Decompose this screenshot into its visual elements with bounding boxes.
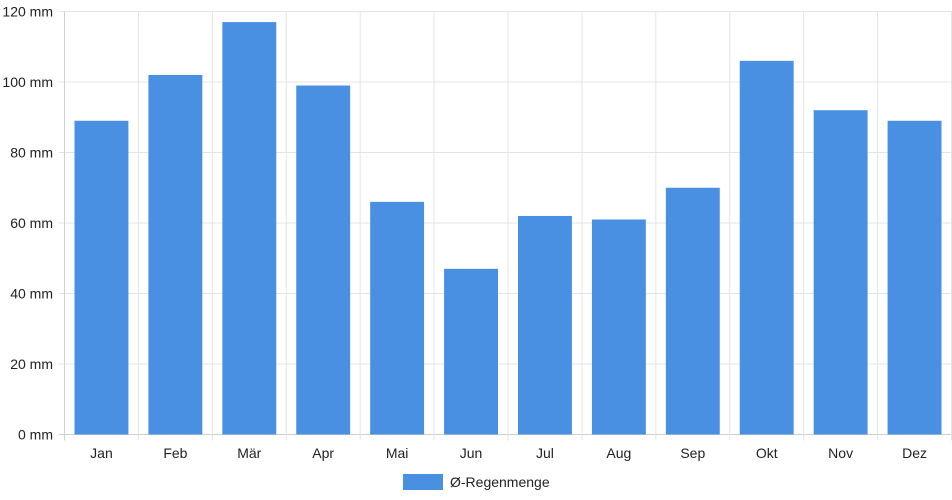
bar-apr[interactable] [296, 85, 351, 435]
x-axis-tick-labels: Jan Feb Mär Apr Mai Jun Jul Aug Sep Okt Nov Dez [90, 445, 927, 461]
x-tick-label: Dez [902, 445, 927, 461]
bar-jul[interactable] [518, 215, 572, 435]
y-tick-label: 100 mm [2, 74, 53, 90]
legend-swatch[interactable] [403, 474, 443, 490]
x-tick-label: Apr [312, 445, 334, 461]
legend-label[interactable]: Ø-Regenmenge [450, 474, 550, 490]
chart-grid [58, 11, 952, 441]
bar-aug[interactable] [591, 219, 646, 435]
x-tick-label: Mai [386, 445, 409, 461]
y-tick-label: 0 mm [18, 427, 53, 443]
y-tick-label: 20 mm [10, 356, 53, 372]
bar-sep[interactable] [665, 187, 720, 435]
y-tick-label: 40 mm [10, 286, 53, 302]
chart-bars [74, 22, 942, 435]
bar-feb[interactable] [148, 74, 203, 435]
x-tick-label: Feb [163, 445, 187, 461]
x-tick-label: Jan [90, 445, 113, 461]
x-tick-label: Jul [536, 445, 554, 461]
bar-mai[interactable] [370, 201, 425, 435]
bar-jan[interactable] [74, 120, 129, 435]
x-tick-label: Okt [756, 445, 778, 461]
x-tick-label: Mär [237, 445, 261, 461]
y-tick-label: 120 mm [2, 4, 53, 20]
x-tick-label: Aug [606, 445, 631, 461]
bar-nov[interactable] [813, 110, 868, 435]
bar-dez[interactable] [887, 120, 942, 435]
bar-okt[interactable] [739, 60, 794, 435]
bar-mär[interactable] [222, 22, 277, 435]
x-tick-label: Nov [828, 445, 853, 461]
y-tick-label: 60 mm [10, 215, 53, 231]
x-tick-label: Jun [460, 445, 483, 461]
y-tick-label: 80 mm [10, 145, 53, 161]
y-axis-tick-labels: 0 mm 20 mm 40 mm 60 mm 80 mm 100 mm 120 mm [2, 4, 53, 443]
x-tick-label: Sep [680, 445, 705, 461]
bar-jun[interactable] [444, 268, 498, 435]
chart-legend[interactable]: Ø-Regenmenge [403, 474, 550, 490]
